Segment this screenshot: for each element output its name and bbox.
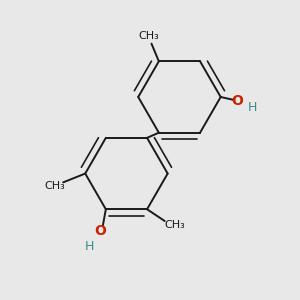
Text: O: O xyxy=(94,224,106,238)
Text: CH₃: CH₃ xyxy=(165,220,185,230)
Text: H: H xyxy=(248,101,257,114)
Text: CH₃: CH₃ xyxy=(44,181,65,191)
Text: O: O xyxy=(231,94,243,108)
Text: H: H xyxy=(85,240,94,253)
Text: CH₃: CH₃ xyxy=(138,31,159,41)
